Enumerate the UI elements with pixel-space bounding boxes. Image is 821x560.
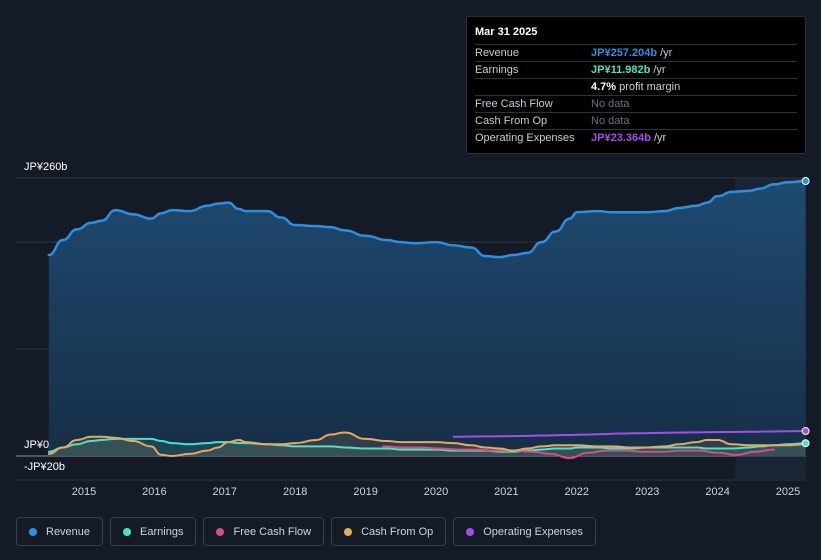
legend-dot-icon [123, 527, 132, 536]
legend-label: Cash From Op [361, 525, 434, 538]
x-tick-label: 2025 [776, 486, 800, 498]
legend-label: Revenue [46, 525, 91, 538]
tooltip-row-value: JP¥257.204b [591, 47, 658, 59]
legend-dot-icon [29, 527, 37, 536]
tooltip-row-value: No data [591, 115, 630, 127]
tooltip-row: Free Cash Flow No data [475, 96, 797, 113]
x-tick-label: 2022 [565, 486, 589, 498]
legend-dot-icon [216, 527, 225, 536]
tooltip-row-label: Cash From Op [475, 115, 548, 127]
revenue-line [47, 179, 807, 259]
legend-item-operating-expenses[interactable]: Operating Expenses [453, 517, 596, 546]
tooltip-row: Operating Expenses JP¥23.364b/yr [475, 130, 797, 147]
tooltip-row-label: Operating Expenses [475, 132, 575, 144]
tooltip-row-value: JP¥11.982b [591, 64, 651, 76]
legend-label: Earnings [140, 525, 184, 538]
revenue-end-marker [801, 176, 810, 185]
legend-item-cash-from-op[interactable]: Cash From Op [331, 517, 447, 546]
legend-label: Operating Expenses [483, 525, 583, 538]
tooltip-row-label: Revenue [475, 47, 520, 59]
free-cash-flow-line [382, 445, 775, 460]
tooltip-row-suffix: /yr [660, 47, 673, 59]
tooltip-row-value: No data [591, 98, 630, 110]
tooltip-row-suffix: profit margin [619, 81, 681, 93]
x-tick-label: 2021 [494, 486, 518, 498]
x-tick-label: 2016 [142, 486, 166, 498]
cash-from-op-line [47, 431, 807, 458]
x-tick-label: 2018 [283, 486, 307, 498]
earnings-end-marker [801, 439, 810, 448]
tooltip-row-label [475, 79, 591, 95]
tooltip-row-label: Free Cash Flow [475, 98, 553, 110]
legend-item-revenue[interactable]: Revenue [16, 517, 104, 546]
tooltip-row: Revenue JP¥257.204b/yr [475, 45, 797, 62]
tooltip-row: 4.7% profit margin [475, 79, 797, 96]
legend-label: Free Cash Flow [233, 525, 312, 538]
series-layer [47, 176, 810, 460]
x-tick-label: 2017 [213, 486, 237, 498]
tooltip-row-value: JP¥23.364b [591, 132, 651, 144]
tooltip-row-label: Earnings [475, 64, 519, 76]
x-tick-label: 2024 [705, 486, 729, 498]
y-tick-label: JP¥260b [24, 161, 67, 173]
x-tick-label: 2019 [353, 486, 377, 498]
x-tick-label: 2015 [72, 486, 96, 498]
x-tick-label: 2020 [424, 486, 448, 498]
axis-layer: JP¥260b JP¥0 -JP¥20b 2015 2016 2017 2018 2019 20… [24, 161, 800, 498]
tooltip-rows: Revenue JP¥257.204b/yr Earnings JP¥11.982b /… [475, 45, 797, 147]
x-tick-label: 2023 [635, 486, 659, 498]
tooltip-panel: Mar 31 2025 Revenue JP¥257.204b/yr Earning… [466, 16, 806, 154]
tooltip-row-suffix: /yr [653, 132, 667, 144]
tooltip-row-suffix: /yr [653, 64, 666, 76]
legend-dot-icon [344, 527, 353, 536]
tooltip-date: Mar 31 2025 [475, 25, 797, 45]
legend-item-free-cash-flow[interactable]: Free Cash Flow [203, 517, 325, 546]
legend-item-earnings[interactable]: Earnings [110, 517, 197, 546]
legend-dot-icon [466, 527, 475, 536]
tooltip-row: Earnings JP¥11.982b/yr [475, 62, 797, 79]
y-tick-label: JP¥0 [24, 439, 49, 451]
chart-legend: Revenue Earnings Free Cash Flow Cash From O… [16, 517, 596, 546]
operating-expenses-line [452, 430, 807, 438]
tooltip-row-value: 4.7% [591, 81, 617, 93]
y-tick-label: -JP¥20b [24, 461, 65, 473]
operating-expenses-end-marker [801, 427, 810, 436]
tooltip-row: Cash From Op No data [475, 113, 797, 130]
revenue-area [48, 180, 806, 456]
financials-chart: JP¥260b JP¥0 -JP¥20b 2015 2016 2017 2018 2019 20… [16, 161, 810, 498]
earnings-line [47, 437, 807, 453]
